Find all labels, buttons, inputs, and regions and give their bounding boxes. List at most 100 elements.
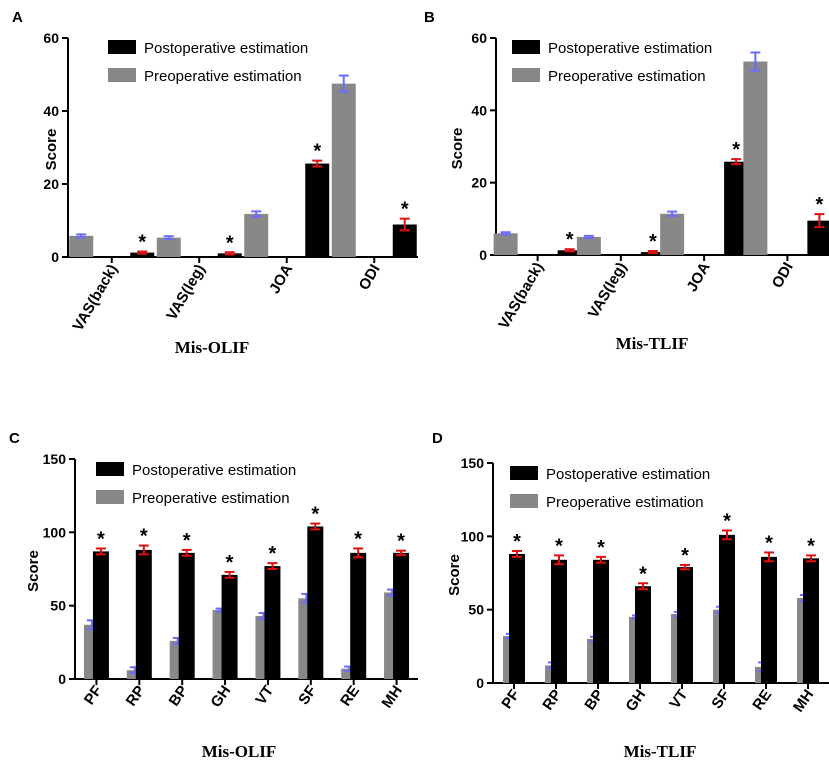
y-tick-label: 0 (476, 675, 484, 691)
bar-post-RE (350, 552, 367, 679)
significance-marker: * (597, 537, 605, 559)
y-tick-label: 20 (471, 175, 487, 191)
error-bar-post-RP (554, 554, 564, 566)
bar-post-VT (677, 567, 693, 683)
y-axis-label: Score (449, 128, 466, 170)
legend-label-pre: Preoperative estimation (132, 490, 290, 507)
bar-post-ODI (807, 220, 829, 255)
bar-post-RP (551, 559, 567, 683)
panel-title: Mis-TLIF (616, 334, 689, 353)
y-tick-label: 40 (471, 102, 487, 118)
category-label: RE (749, 687, 775, 714)
legend-label-post: Postoperative estimation (132, 462, 296, 479)
bar-post-VAS(back) (130, 252, 155, 257)
error-bar-post-RE (764, 551, 774, 563)
bar-post-PF (92, 551, 109, 679)
category-label: VAS(leg) (163, 262, 208, 324)
category-label: PF (81, 683, 106, 708)
y-axis-label: Score (43, 129, 60, 171)
y-tick-label: 0 (51, 249, 59, 265)
bar-pre-VAS(leg) (576, 236, 601, 255)
panel-letter: C (9, 430, 20, 447)
bar-pre-VAS(leg) (156, 237, 181, 257)
y-tick-label: 150 (43, 451, 67, 467)
bar-post-BP (593, 559, 609, 683)
bar-pre-JOA (660, 213, 685, 255)
significance-marker: * (183, 530, 191, 552)
significance-marker: * (311, 504, 319, 526)
significance-marker: * (681, 545, 689, 567)
bar-post-RP (135, 549, 152, 679)
error-bar-post-ODI (814, 213, 825, 229)
y-tick-label: 100 (43, 524, 67, 540)
category-label: BP (581, 687, 607, 714)
legend: Postoperative estimation Preoperative est… (96, 462, 296, 507)
error-bar-pre-VAS(leg) (583, 234, 594, 240)
bar-post-VAS(back) (557, 250, 582, 255)
panel-letter: A (12, 9, 23, 26)
error-bar-post-JOA (312, 159, 323, 168)
category-label: VAS(back) (70, 262, 122, 335)
error-bar-pre-ODI (750, 51, 761, 72)
significance-marker: * (226, 552, 234, 574)
panel-letter: B (424, 9, 435, 26)
category-label: GH (622, 687, 649, 715)
significance-marker: * (97, 528, 105, 550)
legend-label-pre: Preoperative estimation (144, 68, 302, 85)
significance-marker: * (807, 535, 815, 557)
panel-C: C 0 50 100 150 Score * PF * RP * BP * GH * VT * SF * RE * MH P… (9, 430, 418, 761)
error-bar-post-MH (806, 554, 816, 563)
significance-marker: * (513, 531, 521, 553)
error-bar-pre-VAS(back) (500, 231, 511, 236)
bar-post-GH (221, 574, 238, 679)
error-bar-post-GH (638, 582, 648, 591)
bar-pre-RP (126, 670, 143, 679)
significance-marker: * (639, 563, 647, 585)
bar-post-VT (264, 566, 281, 679)
error-bar-pre-JOA (667, 210, 678, 217)
bar-post-GH (635, 586, 651, 683)
bar-pre-ODI (331, 83, 356, 257)
legend-swatch-post (96, 462, 124, 476)
y-axis-label: Score (446, 554, 463, 596)
legend-swatch-pre (96, 490, 124, 504)
error-bar-pre-ODI (338, 74, 349, 93)
significance-marker: * (269, 543, 277, 565)
legend-label-pre: Preoperative estimation (548, 68, 706, 85)
y-tick-label: 0 (479, 247, 487, 263)
legend-swatch-pre (510, 494, 538, 508)
error-bar-post-SF (310, 522, 321, 531)
significance-marker: * (401, 199, 409, 221)
error-bar-post-BP (596, 555, 606, 564)
category-label: VT (252, 683, 277, 708)
error-bar-post-SF (722, 529, 732, 541)
error-bar-post-PF (95, 547, 106, 556)
y-tick-label: 60 (471, 30, 487, 46)
error-bar-post-VT (680, 563, 690, 571)
significance-marker: * (140, 526, 148, 548)
error-bar-post-MH (396, 549, 407, 557)
significance-marker: * (566, 229, 574, 251)
significance-marker: * (555, 535, 563, 557)
panel-title: Mis-OLIF (202, 742, 277, 761)
y-tick-label: 100 (461, 528, 485, 544)
category-label: VT (666, 687, 691, 712)
category-label: VAS(leg) (585, 260, 630, 322)
legend-swatch-pre (512, 68, 540, 82)
significance-marker: * (138, 232, 146, 254)
bar-pre-RE (341, 668, 358, 679)
error-bar-post-GH (224, 570, 235, 579)
y-tick-label: 0 (58, 671, 66, 687)
error-bar-post-RP (138, 544, 149, 556)
category-label: RE (337, 683, 363, 710)
bar-post-SF (307, 526, 324, 679)
error-bar-post-ODI (399, 217, 410, 232)
error-bar-post-VAS(leg) (647, 250, 658, 255)
panel-title: Mis-TLIF (624, 742, 697, 761)
y-axis-label: Score (25, 550, 42, 592)
legend-label-pre: Preoperative estimation (546, 494, 704, 511)
significance-marker: * (732, 139, 740, 161)
significance-marker: * (815, 194, 823, 216)
significance-marker: * (723, 510, 731, 532)
bar-post-MH (803, 558, 819, 683)
